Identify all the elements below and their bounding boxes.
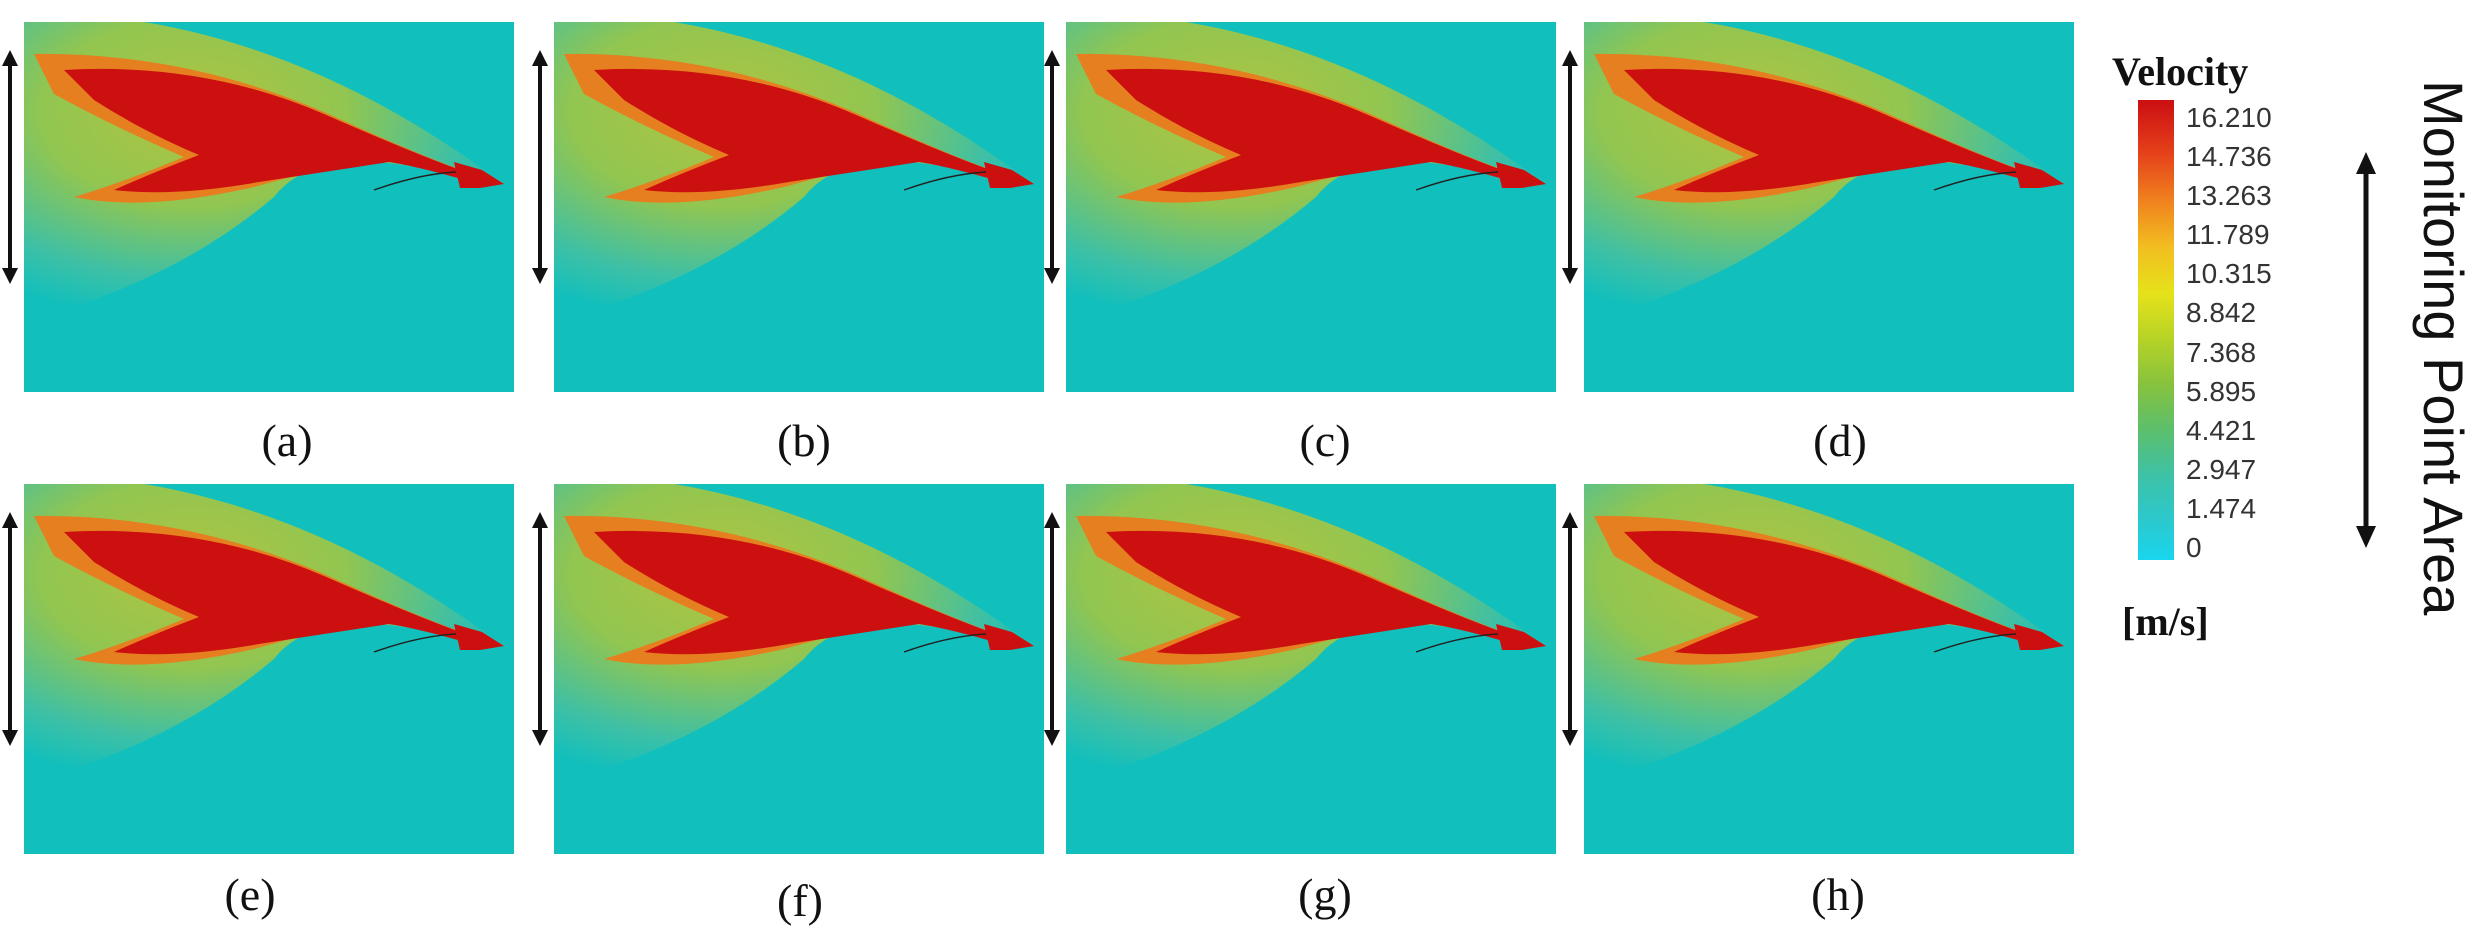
contour-panel-b [530, 20, 1046, 394]
caption-b: (b) [777, 415, 831, 466]
legend-tick-label: 5.895 [2186, 375, 2257, 407]
monitoring-area-arrow [2356, 152, 2376, 548]
caption-h: (h) [1811, 869, 1865, 920]
legend-tick-label: 1.474 [2186, 492, 2257, 524]
contour-panel-d [1560, 20, 2076, 394]
legend-tick-label: 16.210 [2186, 102, 2272, 133]
monitoring-point-text: Monitoring Point Area [2412, 80, 2474, 616]
caption-g: (g) [1298, 869, 1352, 920]
legend-tick-label: 11.789 [2186, 219, 2270, 251]
legend-title: Velocity [2112, 49, 2249, 94]
legend-tick-label: 2.947 [2186, 453, 2257, 485]
contour-panel-a [0, 20, 516, 394]
legend-tick-label: 8.842 [2186, 297, 2257, 329]
contour-panel-f [530, 482, 1046, 856]
legend-tick-label: 10.315 [2186, 258, 2272, 290]
contour-panel-c [1042, 20, 1558, 394]
legend-tick-label: 7.368 [2186, 336, 2257, 368]
caption-e: (e) [224, 869, 276, 920]
legend-unit: [m/s] [2122, 599, 2209, 644]
legend-tick-label: 0 [2186, 532, 2202, 563]
caption-c: (c) [1299, 415, 1351, 466]
caption-f: (f) [777, 875, 823, 926]
caption-a: (a) [261, 415, 313, 466]
monitoring-point-label: Monitoring Point Area [2412, 80, 2474, 720]
contour-panel-e [0, 482, 516, 856]
legend-tick-label: 14.736 [2186, 141, 2272, 173]
contour-panel-g [1042, 482, 1558, 856]
legend-colorbar [2138, 100, 2174, 560]
legend-tick-label: 13.263 [2186, 180, 2272, 212]
caption-d: (d) [1813, 415, 1867, 466]
legend-tick-label: 4.421 [2186, 414, 2257, 446]
contour-panel-h [1560, 482, 2076, 856]
